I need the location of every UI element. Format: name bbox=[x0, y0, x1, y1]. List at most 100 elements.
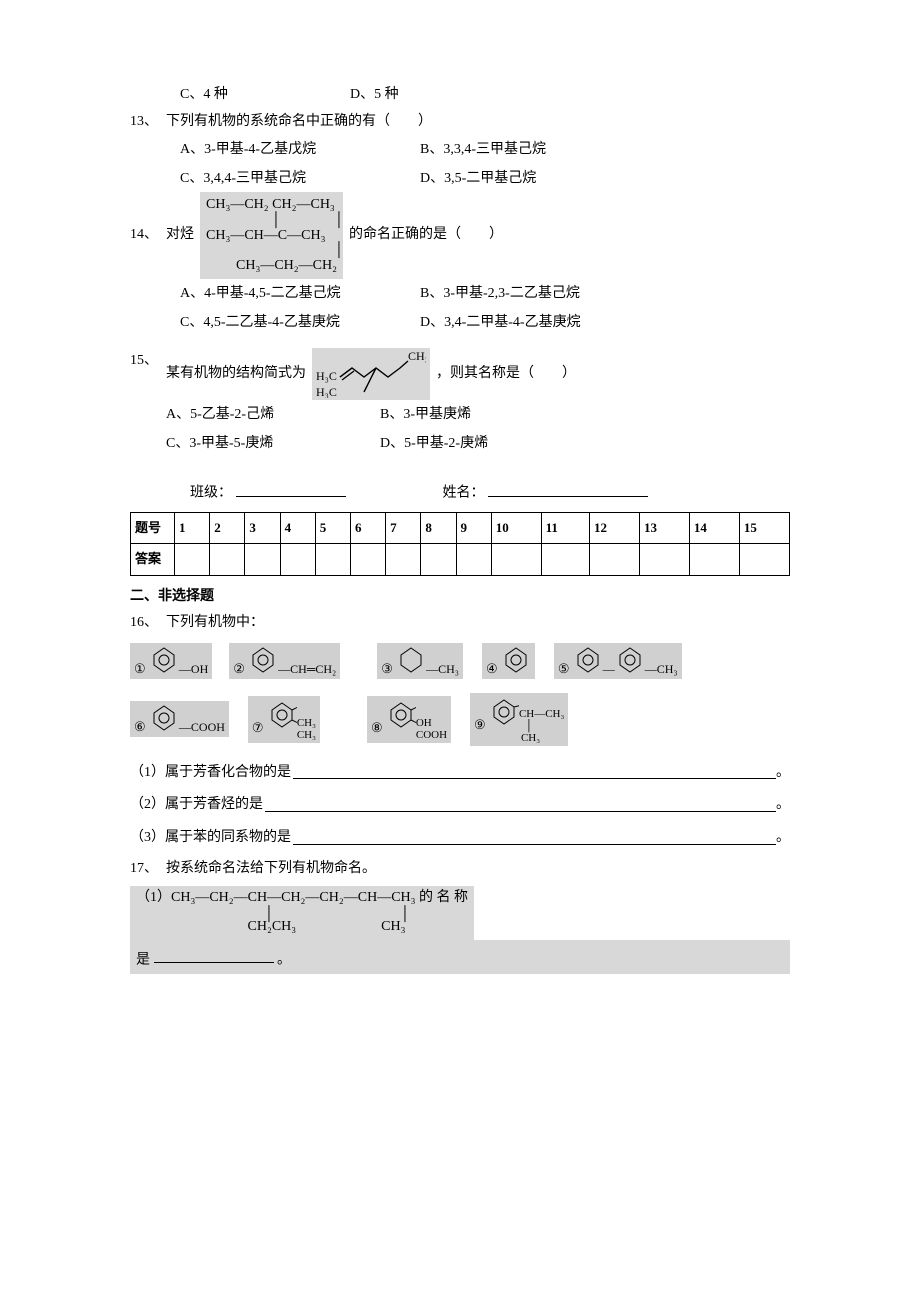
name-field[interactable] bbox=[488, 477, 648, 497]
ans-13[interactable] bbox=[639, 544, 689, 576]
col-12: 12 bbox=[590, 512, 640, 544]
ans-11[interactable] bbox=[541, 544, 589, 576]
hexagon-icon bbox=[386, 698, 416, 732]
ans-12[interactable] bbox=[590, 544, 640, 576]
zigzag-chain-icon: CH₃ H₃C H₃C bbox=[316, 350, 426, 398]
q15-opt-b: B、3-甲基庚烯 bbox=[380, 402, 471, 429]
hexagon-icon bbox=[615, 645, 645, 673]
q17-answer-row: 是 。 bbox=[130, 940, 790, 974]
col-9: 9 bbox=[456, 512, 491, 544]
item-6-label: COOH bbox=[191, 720, 225, 734]
circled-3: ③ bbox=[381, 661, 393, 676]
q14-opt-c: C、4,5-二乙基-4-乙基庚烷 bbox=[180, 310, 420, 337]
item-4: ④ bbox=[482, 643, 535, 679]
q15-number: 15、 bbox=[130, 348, 166, 375]
q16-stem: 下列有机物中： bbox=[166, 610, 264, 637]
item-7-label-1: CH₃ bbox=[297, 717, 316, 729]
q15-structure: CH₃ H₃C H₃C bbox=[312, 348, 430, 400]
ans-3[interactable] bbox=[245, 544, 280, 576]
q16-p3-field[interactable] bbox=[293, 825, 776, 845]
ans-4[interactable] bbox=[280, 544, 315, 576]
q14-opt-b: B、3-甲基-2,3-二乙基己烷 bbox=[420, 281, 580, 308]
q16-p1-field[interactable] bbox=[293, 760, 776, 780]
q16-part1: （1）属于芳香化合物的是 。 bbox=[130, 760, 790, 787]
ans-14[interactable] bbox=[689, 544, 739, 576]
item-9-label-2: CH₃ bbox=[519, 732, 540, 744]
item-7: ⑦ CH₃CH₃ bbox=[248, 696, 320, 743]
q16-p2-label: （2）属于芳香烃的是 bbox=[130, 792, 263, 819]
col-8: 8 bbox=[421, 512, 456, 544]
hexagon-icon bbox=[267, 698, 297, 732]
item-9: ⑨ CH—CH₃│CH₃ bbox=[470, 693, 568, 746]
col-5: 5 bbox=[315, 512, 350, 544]
circled-5: ⑤ bbox=[558, 661, 570, 676]
col-4: 4 bbox=[280, 512, 315, 544]
q17: 17、 按系统命名法给下列有机物命名。 bbox=[130, 856, 790, 883]
name-label: 姓名： bbox=[443, 486, 485, 501]
q15-opt-c: C、3-甲基-5-庚烯 bbox=[166, 431, 380, 458]
q17-field[interactable] bbox=[154, 944, 274, 964]
q14-opt-d: D、3,4-二甲基-4-乙基庚烷 bbox=[420, 310, 581, 337]
item-3: ③ —CH₃ bbox=[377, 643, 463, 679]
q12-opt-c: C、4 种 bbox=[180, 82, 350, 109]
svg-text:H₃C: H₃C bbox=[316, 385, 337, 398]
q13-opt-b: B、3,3,4-三甲基己烷 bbox=[420, 137, 546, 164]
circled-9: ⑨ bbox=[474, 717, 486, 732]
col-7: 7 bbox=[386, 512, 421, 544]
hexagon-icon bbox=[248, 645, 278, 673]
ans-8[interactable] bbox=[421, 544, 456, 576]
circled-4: ④ bbox=[486, 661, 498, 676]
hexagon-icon bbox=[149, 645, 179, 673]
item-8-label-2: COOH bbox=[416, 729, 447, 741]
class-field[interactable] bbox=[236, 477, 346, 497]
hexagon-icon bbox=[489, 695, 519, 729]
circled-7: ⑦ bbox=[252, 720, 264, 735]
q14-post: 的命名正确的是（ ） bbox=[349, 222, 503, 249]
hexagon-icon bbox=[501, 645, 531, 673]
q15-pre: 某有机物的结构简式为 bbox=[166, 361, 306, 388]
ans-9[interactable] bbox=[456, 544, 491, 576]
col-10: 10 bbox=[491, 512, 541, 544]
q17-number: 17、 bbox=[130, 856, 166, 883]
q14: 14、 对烃 CH₃—CH₂ CH₂—CH₃ │ │ CH₃—CH—C—CH₃ … bbox=[130, 192, 790, 279]
col-1: 1 bbox=[175, 512, 210, 544]
ans-5[interactable] bbox=[315, 544, 350, 576]
q16-p2-field[interactable] bbox=[265, 792, 776, 812]
item-1: ① —OH bbox=[130, 643, 212, 679]
ans-6[interactable] bbox=[350, 544, 385, 576]
hexagon-icon bbox=[573, 645, 603, 673]
q17-stem: 按系统命名法给下列有机物命名。 bbox=[166, 856, 376, 883]
col-11: 11 bbox=[541, 512, 589, 544]
item-8: ⑧ OHCOOH bbox=[367, 696, 451, 743]
q14-number: 14、 bbox=[130, 222, 166, 249]
item-9-label-1: CH—CH₃ bbox=[519, 708, 564, 720]
item-7-label-2: CH₃ bbox=[297, 729, 316, 741]
ans-10[interactable] bbox=[491, 544, 541, 576]
section-2-title: 二、非选择题 bbox=[130, 584, 790, 611]
q13-number: 13、 bbox=[130, 109, 166, 136]
ans-15[interactable] bbox=[739, 544, 789, 576]
item-2: ② —CH═CH₂ bbox=[229, 643, 340, 679]
ans-2[interactable] bbox=[210, 544, 245, 576]
q15-post: ，则其名称是（ ） bbox=[436, 361, 576, 388]
ans-1[interactable] bbox=[175, 544, 210, 576]
period: 。 bbox=[776, 760, 790, 787]
col-2: 2 bbox=[210, 512, 245, 544]
q12-options-row: C、4 种 D、5 种 bbox=[130, 82, 790, 109]
q17-is-label: 是 bbox=[136, 952, 150, 967]
q13-options: A、3-甲基-4-乙基戊烷 B、3,3,4-三甲基己烷 C、3,4,4-三甲基己… bbox=[130, 137, 790, 192]
q14-options: A、4-甲基-4,5-二乙基己烷 B、3-甲基-2,3-二乙基己烷 C、4,5-… bbox=[130, 281, 790, 336]
item-5-label: CH₃ bbox=[657, 662, 678, 676]
q13: 13、 下列有机物的系统命名中正确的有（ ） bbox=[130, 109, 790, 136]
item-8-label-1: OH bbox=[416, 717, 432, 729]
col-label: 题号 bbox=[131, 512, 175, 544]
ans-label: 答案 bbox=[131, 544, 175, 576]
q17-period: 。 bbox=[277, 952, 291, 967]
item-2-label: CH═CH₂ bbox=[290, 662, 336, 676]
class-label: 班级： bbox=[190, 486, 232, 501]
q16-p3-label: （3）属于苯的同系物的是 bbox=[130, 825, 291, 852]
q16-row2: ⑥ —COOH ⑦ CH₃CH₃ ⑧ OHCOOH ⑨ CH—CH₃│CH₃ bbox=[130, 693, 790, 746]
ans-7[interactable] bbox=[386, 544, 421, 576]
q16-part2: （2）属于芳香烃的是 。 bbox=[130, 792, 790, 819]
q13-opt-a: A、3-甲基-4-乙基戊烷 bbox=[180, 137, 420, 164]
